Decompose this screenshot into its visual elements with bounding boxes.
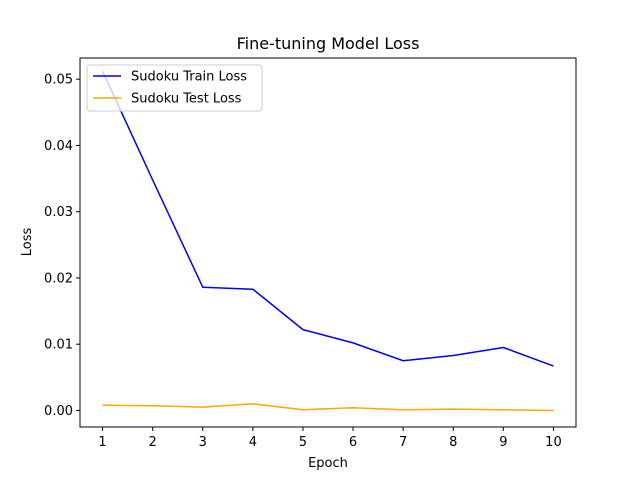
y-axis-label: Loss bbox=[20, 228, 35, 257]
y-axis: 0.00 0.01 0.02 0.03 0.04 0.05 bbox=[44, 73, 80, 419]
x-tick-label: 6 bbox=[349, 435, 357, 450]
legend-label-0: Sudoku Train Loss bbox=[131, 70, 247, 85]
x-tick-label: 8 bbox=[449, 435, 457, 450]
x-tick-label: 10 bbox=[545, 435, 562, 450]
series-line-1 bbox=[102, 403, 554, 412]
x-tick-label: 1 bbox=[98, 435, 106, 450]
y-tick-label: 0.03 bbox=[44, 205, 73, 220]
axes-frame bbox=[79, 57, 577, 428]
legend-box bbox=[86, 64, 263, 112]
x-tick-label: 5 bbox=[299, 435, 307, 450]
x-tick-label: 9 bbox=[499, 435, 507, 450]
x-axis-label: Epoch bbox=[308, 456, 348, 471]
legend-label-1: Sudoku Test Loss bbox=[131, 92, 242, 107]
y-tick-label: 0.02 bbox=[44, 271, 73, 286]
x-tick-label: 2 bbox=[149, 435, 157, 450]
x-axis: 1 2 3 4 5 6 7 8 9 10 bbox=[98, 427, 562, 450]
legend: Sudoku Train Loss Sudoku Test Loss bbox=[86, 64, 263, 112]
y-tick-label: 0.01 bbox=[44, 338, 73, 353]
chart-title: Fine-tuning Model Loss bbox=[237, 34, 420, 53]
y-tick-label: 0.05 bbox=[44, 73, 73, 88]
series-line-0 bbox=[101, 70, 554, 367]
plot-area bbox=[101, 70, 554, 412]
y-tick-label: 0.00 bbox=[44, 404, 73, 419]
y-tick-label: 0.04 bbox=[44, 139, 73, 154]
x-tick-label: 7 bbox=[399, 435, 407, 450]
x-tick-label: 3 bbox=[199, 435, 207, 450]
x-tick-label: 4 bbox=[249, 435, 257, 450]
